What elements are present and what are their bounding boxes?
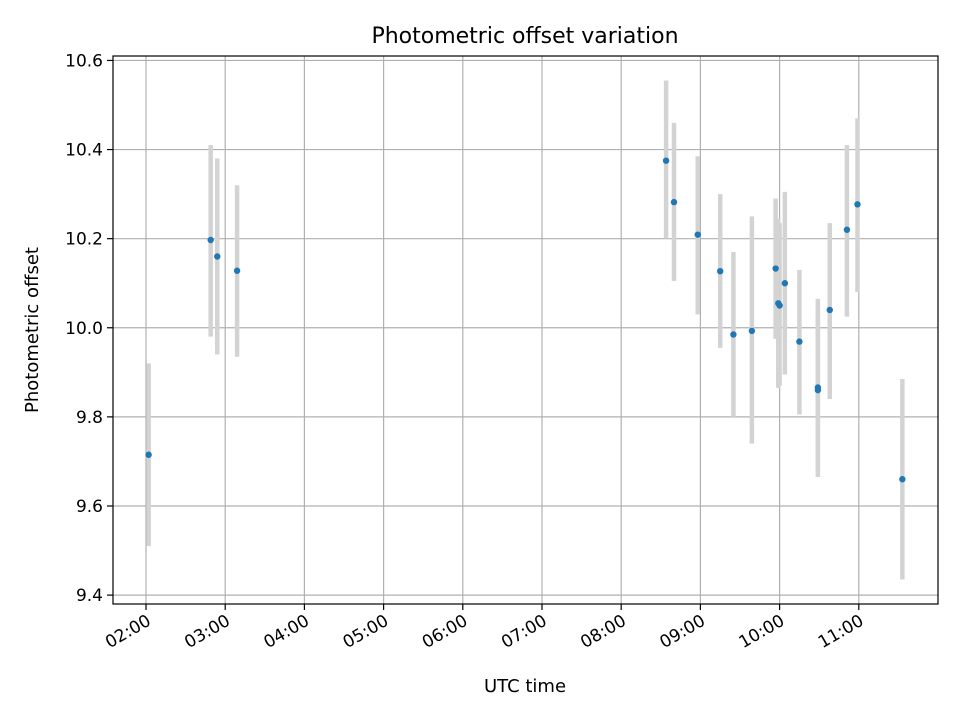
data-point — [145, 451, 152, 458]
y-axis-label: Photometric offset — [22, 247, 43, 413]
data-point — [214, 253, 221, 260]
data-point — [781, 280, 789, 287]
data-points — [145, 157, 906, 483]
y-tick-label: 9.8 — [76, 408, 103, 428]
data-point — [796, 338, 803, 345]
data-point — [854, 201, 861, 208]
data-point — [814, 386, 822, 394]
data-point — [207, 236, 214, 244]
data-point — [717, 267, 724, 275]
data-point — [233, 267, 241, 274]
data-point — [670, 198, 678, 206]
y-tick-label: 9.6 — [76, 497, 103, 517]
y-tick-label: 10.6 — [65, 51, 103, 71]
y-tick-label: 9.4 — [76, 586, 103, 606]
data-point — [843, 226, 851, 233]
y-tick-label: 10.0 — [65, 319, 103, 339]
data-point — [730, 331, 737, 338]
grid — [113, 56, 938, 604]
data-point — [899, 476, 906, 483]
data-point — [748, 327, 756, 335]
plot-area-frame — [112, 55, 939, 605]
data-point — [826, 306, 833, 314]
data-point — [694, 231, 701, 238]
y-tick-label: 10.2 — [65, 230, 103, 250]
data-point — [662, 157, 670, 164]
y-tick-label: 10.4 — [65, 141, 103, 161]
x-axis-label: UTC time — [484, 676, 566, 697]
data-point — [772, 265, 779, 272]
y-axis: 9.4 9.6 9.8 10.0 10.2 10.4 10.6 — [65, 51, 113, 606]
chart-title: Photometric offset variation — [371, 24, 678, 49]
data-point — [776, 302, 783, 309]
